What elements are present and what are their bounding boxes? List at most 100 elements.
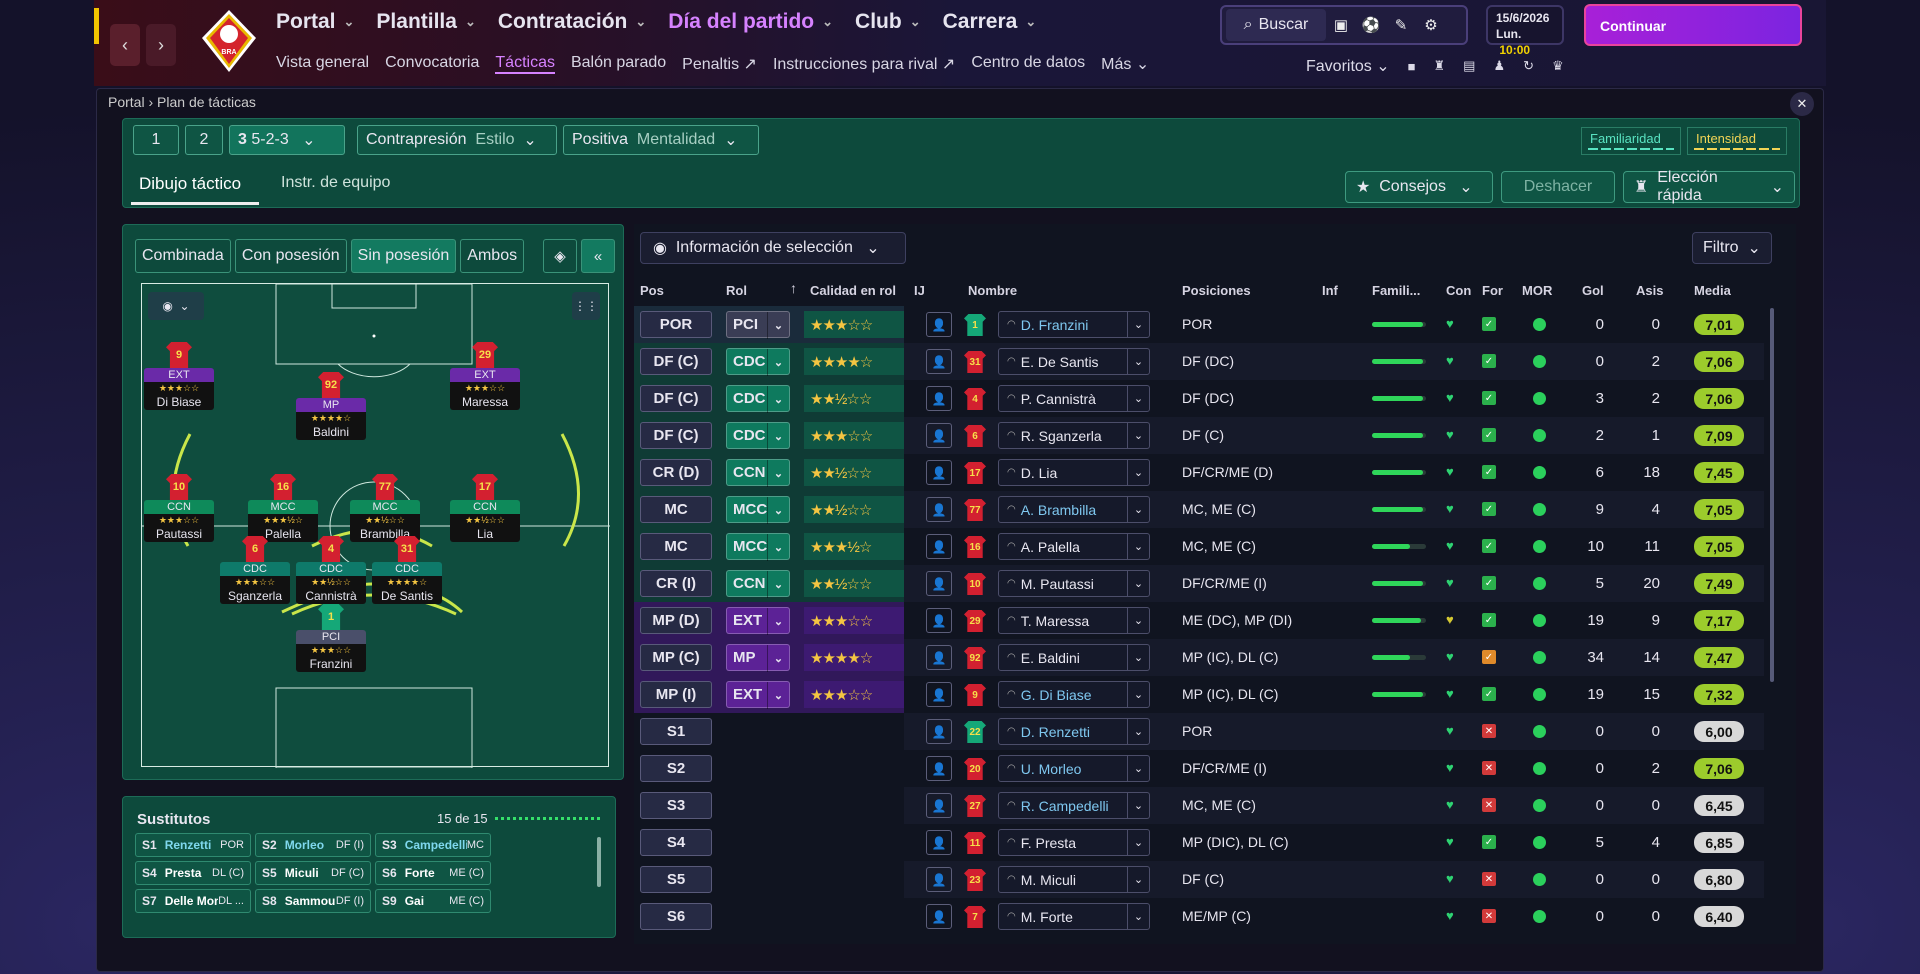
subnav-item-5[interactable]: Instrucciones para rival ↗ <box>772 56 956 73</box>
back-button[interactable]: ‹ <box>110 24 140 66</box>
nav-item-3[interactable]: Día del partido ⌄ <box>668 10 833 34</box>
role-dropdown[interactable]: MP ⌄ <box>726 644 790 672</box>
sub-slot[interactable]: S2 Morleo DF (I) <box>255 833 371 857</box>
person-icon[interactable]: 👤 <box>926 497 952 522</box>
player-name-dropdown[interactable]: ◠ P. Cannistrà ⌄ <box>998 385 1150 412</box>
table-row[interactable]: MC MCC ⌄ ★★★½☆ 👤 16 ◠ A. Palella ⌄ MC, ME (C) ♥ ✓ 10… <box>634 528 1764 565</box>
diamond-button[interactable]: ◈ <box>543 239 577 273</box>
table-row[interactable]: S5 👤 23 ◠ M. Miculi ⌄ DF (C) ♥ ✕ 0 0 6,80 <box>634 861 1764 898</box>
search-button[interactable]: ⌕ Buscar <box>1226 9 1326 41</box>
player-name-dropdown[interactable]: ◠ R. Sganzerla ⌄ <box>998 422 1150 449</box>
column-header[interactable]: Nombre <box>968 283 1018 298</box>
role-dropdown[interactable]: EXT ⌄ <box>726 607 790 635</box>
player-name-dropdown[interactable]: ◠ E. De Santis ⌄ <box>998 348 1150 375</box>
column-header[interactable]: For <box>1482 283 1503 298</box>
sub-slot[interactable]: S4 Presta DL (C) <box>135 861 251 885</box>
pitch-player[interactable]: 31 CDC ★★★★☆ De Santis <box>372 536 442 612</box>
sub-slot[interactable]: S7 Delle Mon...DL ... <box>135 889 251 913</box>
nav-item-0[interactable]: Portal ⌄ <box>276 10 354 34</box>
position-slot[interactable]: S2 <box>640 755 712 782</box>
pitch-player[interactable]: 16 MCC ★★★½☆ Palella <box>248 474 318 550</box>
table-row[interactable]: DF (C) CDC ⌄ ★★★☆☆ 👤 6 ◠ R. Sganzerla ⌄ DF (C) ♥ ✓ 2… <box>634 417 1764 454</box>
trophy-icon[interactable]: ♛ <box>1552 58 1564 73</box>
player-name-dropdown[interactable]: ◠ M. Pautassi ⌄ <box>998 570 1150 597</box>
phase-filter-2[interactable]: Sin posesión <box>350 239 457 273</box>
quick-pick-button[interactable]: ♜ Elección rápida ⌄ <box>1623 169 1795 204</box>
forward-button[interactable]: › <box>146 24 176 66</box>
table-row[interactable]: S4 👤 11 ◠ F. Presta ⌄ MP (DIC), DL (C) ♥ ✓ 5 4 6,85 <box>634 824 1764 861</box>
table-row[interactable]: CR (D) CCN ⌄ ★★½☆☆ 👤 17 ◠ D. Lia ⌄ DF/CR/ME (D) ♥ ✓… <box>634 454 1764 491</box>
undo-button[interactable]: Deshacer <box>1501 171 1615 203</box>
person-icon[interactable]: 👤 <box>926 830 952 855</box>
pitch-player[interactable]: 9 EXT ★★★☆☆ Di Biase <box>144 342 214 418</box>
inbox-icon[interactable]: ▣ <box>1333 17 1349 34</box>
player-name-dropdown[interactable]: ◠ E. Baldini ⌄ <box>998 644 1150 671</box>
column-header[interactable]: Pos <box>640 283 664 298</box>
role-dropdown[interactable]: MCC ⌄ <box>726 496 790 524</box>
column-header[interactable]: Media <box>1694 283 1731 298</box>
table-row[interactable]: DF (C) CDC ⌄ ★★½☆☆ 👤 4 ◠ P. Cannistrà ⌄ DF (DC) ♥ ✓… <box>634 380 1764 417</box>
subnav-item-4[interactable]: Penaltis ↗ <box>682 56 757 73</box>
phase-filter-0[interactable]: Combinada <box>135 239 231 273</box>
pencil-icon[interactable]: ✎ <box>1394 17 1408 34</box>
tactic-slot-1[interactable]: 1 <box>133 125 179 155</box>
role-dropdown[interactable]: CCN ⌄ <box>726 570 790 598</box>
pitch-player[interactable]: 6 CDC ★★★☆☆ Sganzerla <box>220 536 290 612</box>
sub-slot[interactable]: S3 Campedelli MC <box>375 833 491 857</box>
familiarity-meter[interactable]: Familiaridad <box>1581 127 1681 155</box>
subnav-item-0[interactable]: Vista general <box>276 54 370 71</box>
person-icon[interactable]: 👤 <box>926 719 952 744</box>
intensity-meter[interactable]: Intensidad <box>1687 127 1787 155</box>
table-row[interactable]: S6 👤 7 ◠ M. Forte ⌄ ME/MP (C) ♥ ✕ 0 0 6,40 <box>634 898 1764 935</box>
position-slot[interactable]: POR <box>640 311 712 338</box>
club-crest[interactable]: BRA <box>200 8 258 74</box>
phase-filter-1[interactable]: Con posesión <box>234 239 347 273</box>
player-name-dropdown[interactable]: ◠ D. Renzetti ⌄ <box>998 718 1150 745</box>
role-dropdown[interactable]: MCC ⌄ <box>726 533 790 561</box>
column-header[interactable]: Posiciones <box>1182 283 1251 298</box>
column-header[interactable]: IJ <box>914 283 925 298</box>
column-header[interactable]: Inf <box>1322 283 1338 298</box>
pitch[interactable]: ◉ ⌄ ⋮⋮ 9 EXT ★★★☆☆ Di Biase 92 MP ★★★★☆ Baldini… <box>141 283 610 768</box>
tactic-slot-2[interactable]: 2 <box>185 125 223 155</box>
position-slot[interactable]: MP (D) <box>640 607 712 634</box>
table-row[interactable]: S1 👤 22 ◠ D. Renzetti ⌄ POR ♥ ✕ 0 0 6,00 <box>634 713 1764 750</box>
person-icon[interactable]: 👤 <box>926 904 952 929</box>
role-dropdown[interactable]: CDC ⌄ <box>726 385 790 413</box>
player-name-dropdown[interactable]: ◠ T. Maressa ⌄ <box>998 607 1150 634</box>
subnav-item-6[interactable]: Centro de datos <box>971 54 1086 71</box>
player-name-dropdown[interactable]: ◠ F. Presta ⌄ <box>998 829 1150 856</box>
position-slot[interactable]: MC <box>640 496 712 523</box>
chat-icon[interactable]: ■ <box>1407 58 1416 74</box>
position-slot[interactable]: MP (C) <box>640 644 712 671</box>
person-icon[interactable]: 👤 <box>926 645 952 670</box>
tactic-slot-3[interactable]: 3 5-2-3 ⌄ <box>229 125 345 155</box>
tab-team-instructions[interactable]: Instr. de equipo <box>281 174 391 191</box>
pitch-player[interactable]: 10 CCN ★★★☆☆ Pautassi <box>144 474 214 550</box>
role-dropdown[interactable]: CDC ⌄ <box>726 348 790 376</box>
phase-filter-3[interactable]: Ambos <box>460 239 525 273</box>
player-name-dropdown[interactable]: ◠ D. Franzini ⌄ <box>998 311 1150 338</box>
tab-tactical-drawing[interactable]: Dibujo táctico <box>131 165 259 205</box>
person-icon[interactable]: 👤 <box>926 571 952 596</box>
column-header[interactable]: Famili... <box>1372 283 1421 298</box>
person-icon[interactable]: 👤 <box>926 460 952 485</box>
person-icon[interactable]: 👤 <box>926 867 952 892</box>
person-icon[interactable]: 👤 <box>926 682 952 707</box>
column-header[interactable]: Con <box>1446 283 1472 298</box>
table-row[interactable]: DF (C) CDC ⌄ ★★★★☆ 👤 31 ◠ E. De Santis ⌄ DF (DC) ♥… <box>634 343 1764 380</box>
mentality-dropdown[interactable]: Positiva Mentalidad ⌄ <box>563 125 759 155</box>
column-header[interactable]: Calidad en rol <box>810 283 896 298</box>
person-icon[interactable]: 👤 <box>926 756 952 781</box>
pitch-player[interactable]: 17 CCN ★★½☆☆ Lia <box>450 474 520 550</box>
position-slot[interactable]: DF (C) <box>640 422 712 449</box>
table-row[interactable]: MP (I) EXT ⌄ ★★★☆☆ 👤 9 ◠ G. Di Biase ⌄ MP (IC), D… <box>634 676 1764 713</box>
position-slot[interactable]: S3 <box>640 792 712 819</box>
team-icon[interactable]: ♟ <box>1493 58 1506 73</box>
subnav-item-7[interactable]: Más ⌄ <box>1101 56 1150 73</box>
table-row[interactable]: POR PCI ⌄ ★★★☆☆ 👤 1 ◠ D. Franzini ⌄ POR ♥ ✓ 0 0 7,01 <box>634 306 1764 343</box>
role-dropdown[interactable]: PCI ⌄ <box>726 311 790 339</box>
person-icon[interactable]: 👤 <box>926 793 952 818</box>
table-row[interactable]: CR (I) CCN ⌄ ★★½☆☆ 👤 10 ◠ M. Pautassi ⌄ DF/CR/ME … <box>634 565 1764 602</box>
person-icon[interactable]: 👤 <box>926 349 952 374</box>
